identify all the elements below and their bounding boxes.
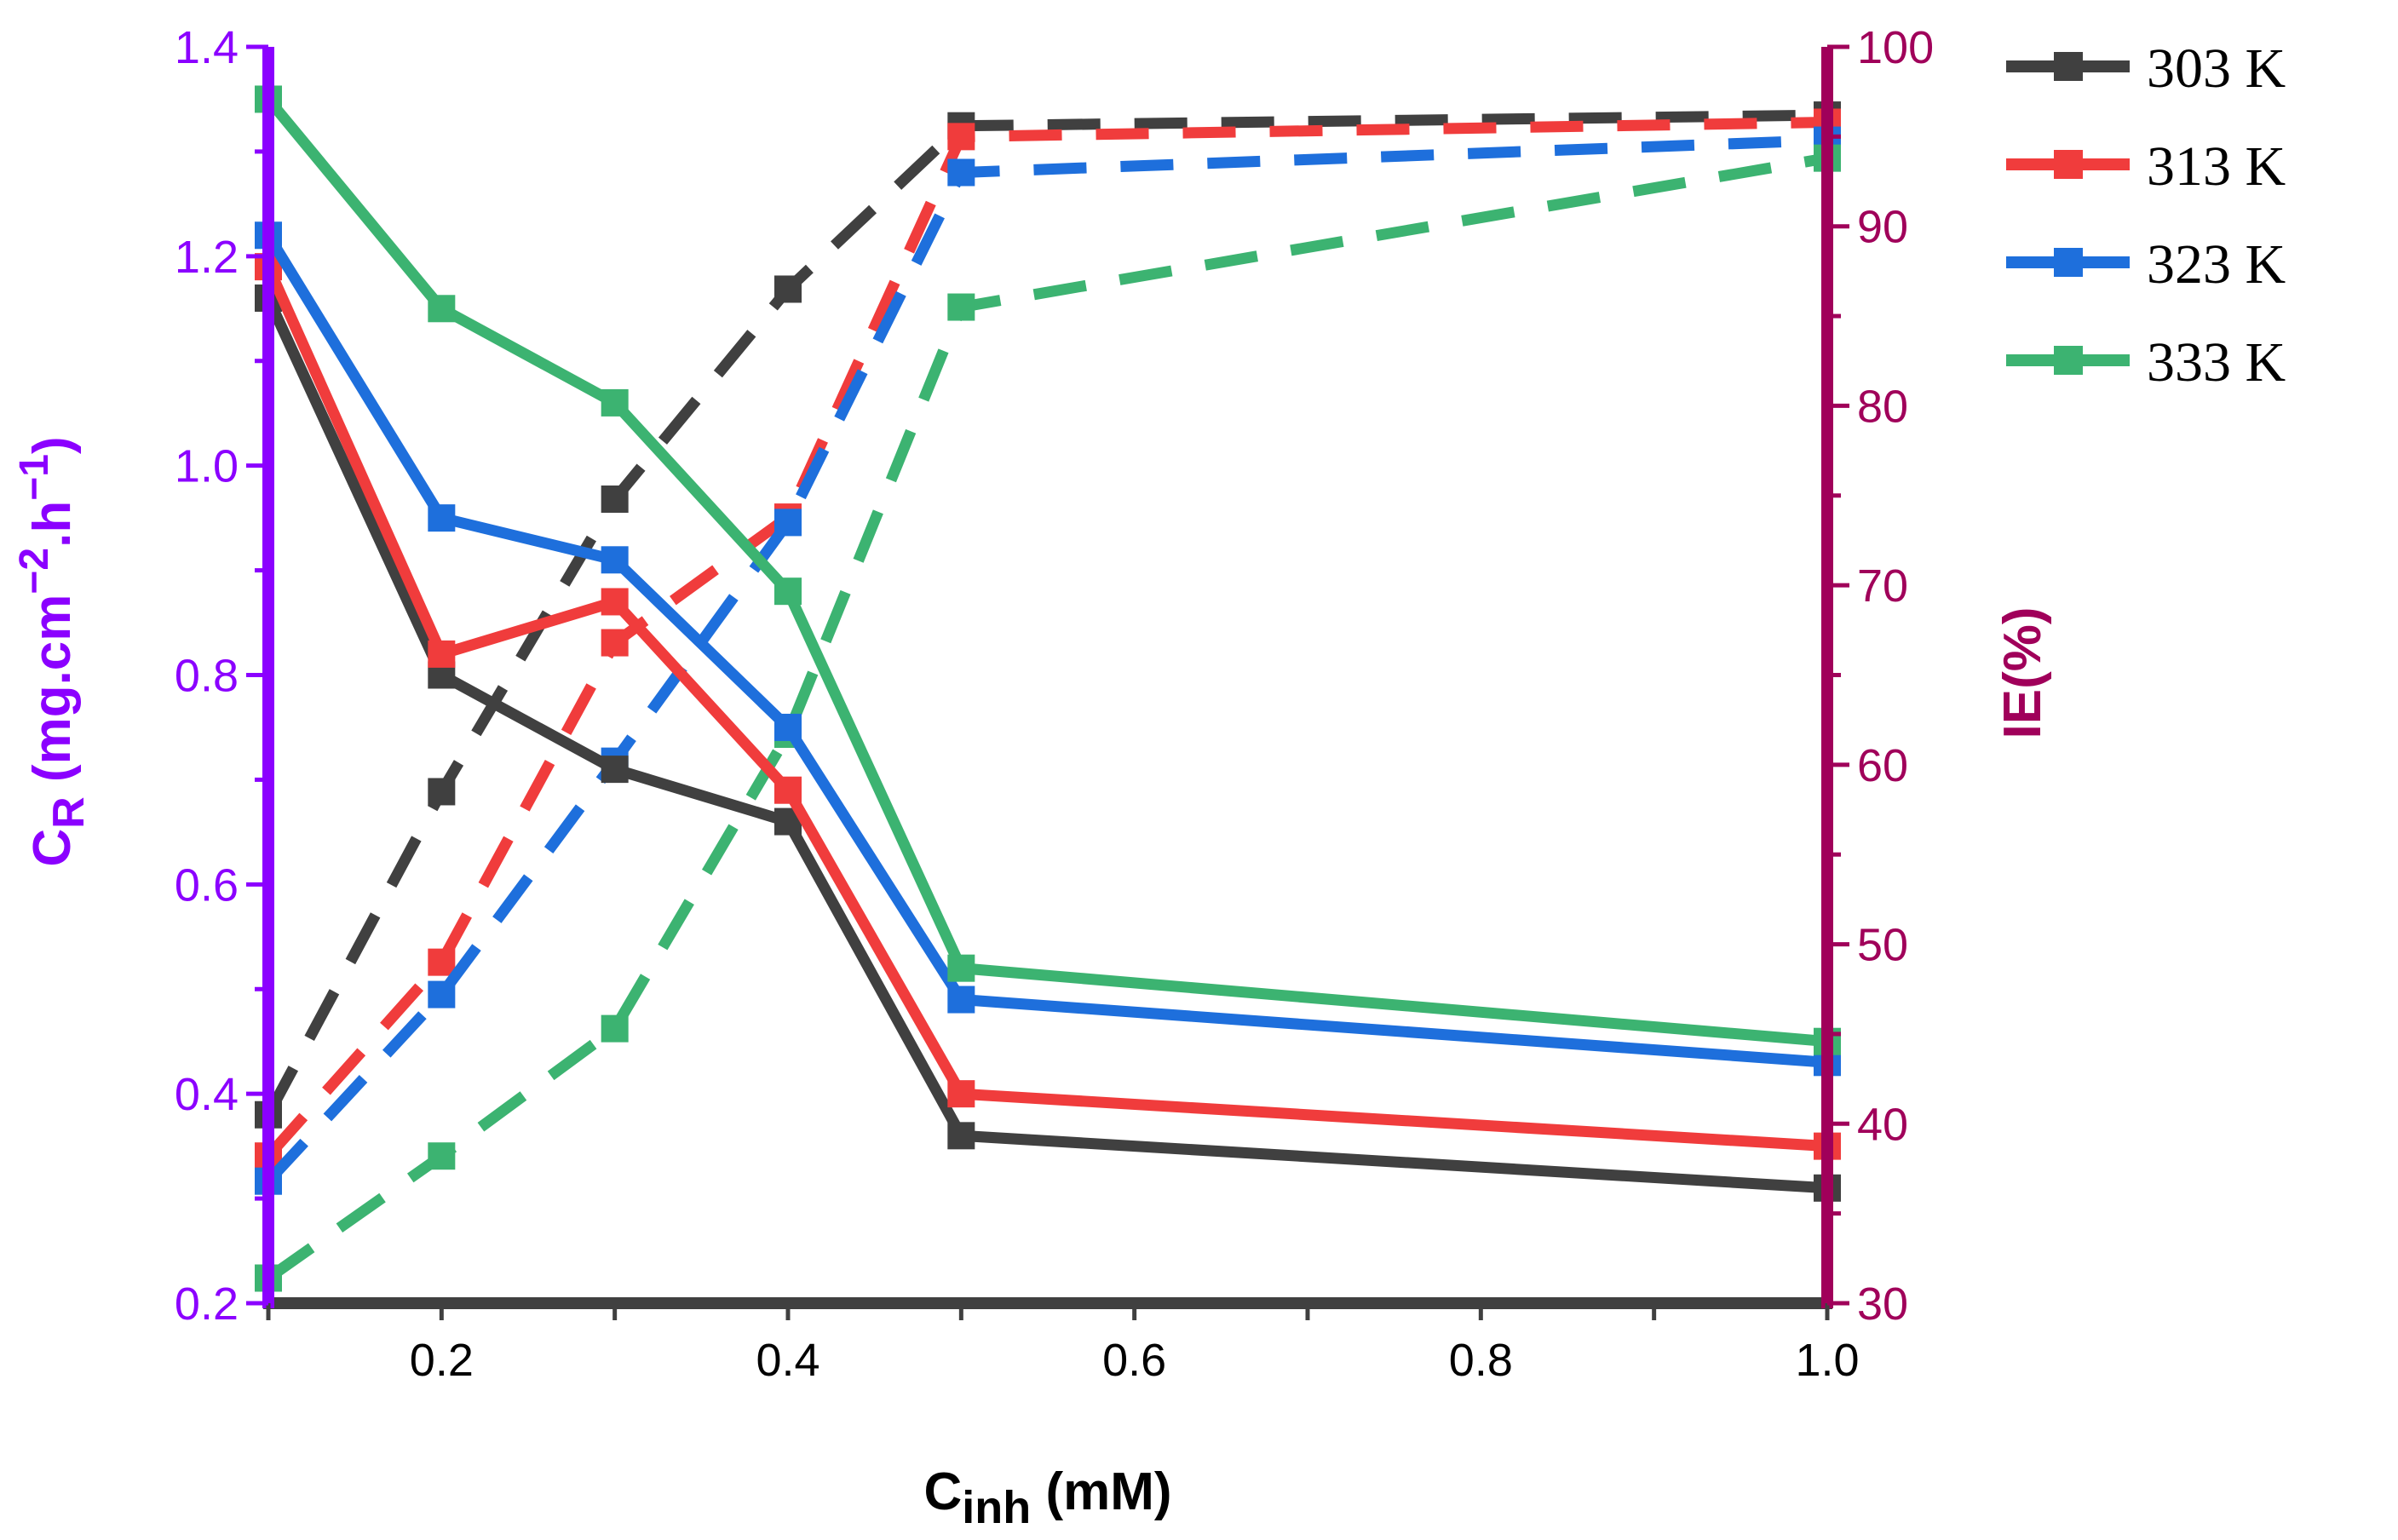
series-333k-cr (255, 85, 1841, 1055)
y-right-tick-label: 40 (1857, 1099, 1908, 1150)
ie-point-333k-4 (947, 293, 975, 321)
y-left-tick-label: 0.2 (175, 1279, 239, 1330)
legend-swatch-marker (2054, 248, 2083, 277)
ie-point-323k-4 (947, 158, 975, 187)
y-right-tick-label: 60 (1857, 740, 1908, 791)
y-left-axis-title: CR (mg.cm−2.h−1) (12, 436, 94, 866)
cr-point-303k-4 (947, 1122, 975, 1150)
cr-point-323k-4 (947, 985, 975, 1014)
y-right-tick-label: 50 (1857, 920, 1908, 971)
legend-label: 303 K (2147, 37, 2286, 100)
y-left-tick-label: 1.0 (175, 441, 239, 492)
legend-label: 323 K (2147, 233, 2286, 296)
cr-point-313k-2 (601, 588, 629, 616)
y-left-title-unit: (mg.cm (23, 595, 82, 797)
cr-point-323k-3 (774, 713, 802, 741)
y-left-tick-label: 1.4 (175, 22, 239, 73)
legend-item-323k: 323 K (2006, 233, 2286, 296)
legend-item-313k: 313 K (2006, 135, 2286, 198)
legend-item-333k: 333 K (2006, 331, 2286, 394)
ie-point-313k-1 (428, 948, 456, 976)
ie-point-333k-1 (428, 1142, 456, 1170)
legend: 303 K 313 K 323 K 333 K (2006, 37, 2286, 394)
legend-swatch-marker (2054, 346, 2083, 375)
x-tick-label: 0.8 (1449, 1335, 1513, 1386)
series-layer (255, 85, 1841, 1292)
legend-swatch-marker (2054, 52, 2083, 81)
ie-point-333k-2 (601, 1014, 629, 1043)
x-tick-label: 0.6 (1102, 1335, 1166, 1386)
y-left-tick-label: 0.4 (175, 1069, 239, 1120)
ie-line-323k (264, 135, 1828, 1186)
x-axis-title-main: C (923, 1462, 962, 1521)
ie-line-313k (264, 117, 1828, 1160)
cr-point-313k-4 (947, 1080, 975, 1108)
x-tick-label: 1.0 (1795, 1335, 1859, 1386)
cr-point-323k-1 (428, 504, 456, 532)
ie-point-323k-3 (774, 509, 802, 537)
y-right-tick-label: 30 (1857, 1279, 1908, 1330)
cr-point-313k-3 (774, 776, 802, 804)
series-323k-cr (255, 221, 1841, 1077)
cr-point-313k-1 (428, 640, 456, 668)
cr-point-333k-2 (601, 388, 629, 417)
cr-line-333k (263, 95, 1828, 1048)
y-right-tick-label: 100 (1857, 22, 1934, 73)
y-right-axis-title: IE(%) (1993, 607, 2052, 739)
ie-line-303k (263, 109, 1828, 1118)
x-axis-title-sub: inh (962, 1482, 1031, 1533)
axes-layer: 0.2 0.4 0.6 0.8 1.0 0.2 0.4 0.6 0.8 1.0 1.2 1.4 30 40… (175, 22, 1934, 1386)
x-axis-title: Cinh (mM) (923, 1462, 1171, 1533)
ie-point-313k-4 (947, 123, 975, 151)
x-tick-label: 0.4 (756, 1335, 819, 1386)
ie-point-303k-2 (601, 486, 629, 513)
series-313k-cr (255, 253, 1841, 1160)
cr-point-323k-2 (601, 546, 629, 574)
x-axis-title-unit: (mM) (1031, 1462, 1171, 1521)
cr-point-333k-4 (947, 954, 975, 982)
y-left-tick-label: 0.6 (175, 859, 239, 911)
cr-line-313k (263, 264, 1828, 1152)
y-right-tick-label: 80 (1857, 381, 1908, 432)
cr-point-333k-1 (428, 295, 456, 323)
y-right-tick-label: 70 (1857, 560, 1908, 612)
ie-point-313k-2 (601, 629, 629, 657)
ie-point-303k-1 (428, 778, 456, 806)
y-left-tick-label: 0.8 (175, 651, 239, 702)
x-tick-label: 0.2 (410, 1335, 474, 1386)
y-left-title-mid: .h (23, 501, 82, 548)
series-303k-cr (255, 284, 1841, 1202)
cr-point-333k-3 (774, 578, 802, 606)
y-left-tick-label: 1.2 (175, 232, 239, 283)
cr-line-303k (263, 296, 1828, 1194)
cr-line-323k (263, 232, 1828, 1068)
legend-item-303k: 303 K (2006, 37, 2286, 100)
y-left-title-main: C (23, 829, 82, 867)
legend-swatch-marker (2054, 150, 2083, 179)
y-right-tick-label: 90 (1857, 202, 1908, 253)
series-333k-ie (255, 144, 1841, 1292)
legend-label: 313 K (2147, 135, 2286, 198)
ie-point-303k-3 (774, 275, 802, 303)
ie-line-333k (265, 152, 1829, 1283)
legend-label: 333 K (2147, 331, 2286, 394)
y-left-title-end: ) (23, 436, 82, 454)
ie-point-323k-1 (428, 980, 456, 1008)
cr-point-303k-2 (601, 756, 629, 784)
y-left-title-sup1: −2 (12, 548, 57, 595)
y-left-title-sub: R (44, 796, 94, 829)
y-left-title-sup2: −1 (12, 454, 57, 501)
